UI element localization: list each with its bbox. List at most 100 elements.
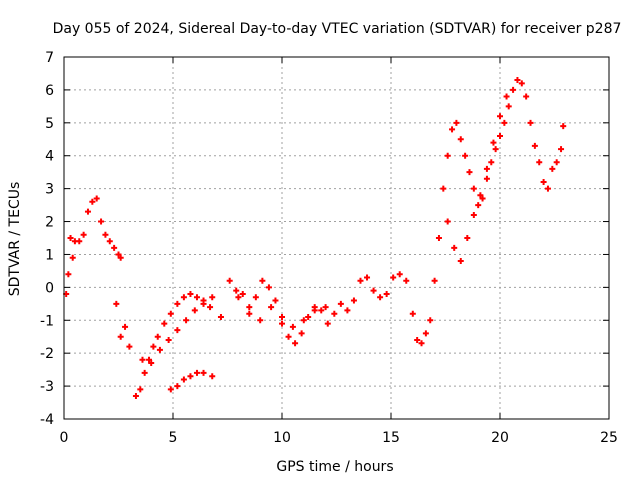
data-point: [156, 346, 163, 353]
data-point: [84, 208, 91, 215]
data-point: [531, 142, 538, 149]
data-point: [167, 310, 174, 317]
data-point: [65, 271, 72, 278]
data-point: [69, 254, 76, 261]
y-tick-label: 4: [45, 149, 54, 165]
data-point: [350, 297, 357, 304]
data-point: [553, 159, 560, 166]
data-point: [549, 165, 556, 172]
data-point: [180, 294, 187, 301]
x-tick-label: 5: [169, 430, 178, 446]
data-point: [167, 386, 174, 393]
data-point: [259, 277, 266, 284]
data-point: [76, 238, 83, 245]
data-point: [265, 284, 272, 291]
y-tick-label: 3: [45, 182, 54, 198]
data-point: [117, 254, 124, 261]
data-point: [174, 383, 181, 390]
data-point: [518, 80, 525, 87]
data-point: [370, 287, 377, 294]
y-tick-label: 6: [45, 83, 54, 99]
data-point: [427, 317, 434, 324]
y-tick-label: -3: [40, 379, 54, 395]
data-point: [492, 146, 499, 153]
data-point: [132, 392, 139, 399]
data-point: [226, 277, 233, 284]
data-point: [246, 310, 253, 317]
data-point: [292, 340, 299, 347]
y-tick-label: 0: [45, 280, 54, 296]
data-point: [117, 333, 124, 340]
data-point: [558, 146, 565, 153]
chart-title: Day 055 of 2024, Sidereal Day-to-day VTE…: [53, 21, 622, 37]
data-point: [497, 113, 503, 120]
data-point: [93, 195, 100, 202]
data-point: [183, 317, 190, 324]
data-point: [451, 244, 458, 251]
data-point: [523, 93, 530, 100]
data-point: [165, 337, 172, 344]
data-point: [115, 251, 122, 258]
data-point: [298, 330, 305, 337]
data-point: [209, 373, 216, 380]
data-point: [239, 290, 246, 297]
y-tick-label: -4: [40, 412, 54, 428]
data-point: [396, 271, 403, 278]
data-point: [457, 136, 464, 143]
data-point: [150, 343, 157, 350]
data-point: [279, 313, 285, 320]
data-point: [187, 290, 194, 297]
plot-frame: [63, 56, 610, 420]
data-point: [462, 152, 469, 159]
data-point: [536, 159, 543, 166]
y-tick-label: 2: [45, 215, 54, 231]
data-point: [470, 185, 477, 192]
data-point: [527, 119, 534, 126]
data-point: [217, 313, 224, 320]
axis-ticks: 0 5 10 15 20 25 -4 -3 -2 -1 0 1 2 3 4 5 6 7: [40, 50, 618, 446]
data-point: [207, 304, 214, 311]
data-point: [300, 317, 307, 324]
data-point: [126, 343, 133, 350]
data-point: [475, 202, 482, 209]
data-point: [235, 294, 242, 301]
data-point: [305, 313, 312, 320]
data-point: [444, 152, 451, 159]
data-point: [505, 103, 512, 110]
data-point: [233, 287, 240, 294]
data-point: [279, 320, 285, 327]
data-point: [148, 360, 155, 367]
data-point: [324, 320, 331, 327]
data-point: [337, 300, 344, 307]
data-point: [483, 175, 490, 182]
data-point: [457, 258, 464, 265]
grid-lines: [64, 57, 609, 419]
data-point: [191, 307, 198, 314]
data-point: [246, 304, 253, 311]
data-point: [137, 386, 144, 393]
data-point: [477, 192, 484, 199]
data-point: [89, 198, 96, 205]
data-point: [560, 123, 567, 130]
data-point: [272, 297, 279, 304]
x-tick-label: 0: [60, 430, 69, 446]
data-point: [414, 337, 421, 344]
data-point: [464, 235, 471, 241]
data-point: [501, 119, 508, 126]
data-point: [193, 294, 200, 301]
data-point: [344, 307, 351, 314]
x-tick-label: 10: [273, 430, 291, 446]
data-point: [383, 290, 390, 297]
data-point: [98, 218, 105, 225]
data-point: [187, 373, 194, 380]
data-point: [503, 93, 510, 100]
data-point: [479, 195, 486, 202]
data-point: [139, 356, 146, 363]
x-tick-label: 15: [382, 430, 400, 446]
data-point: [285, 333, 292, 340]
data-point: [209, 294, 216, 301]
data-point: [111, 244, 118, 251]
x-tick-label: 25: [600, 430, 618, 446]
y-tick-label: 1: [45, 247, 54, 263]
